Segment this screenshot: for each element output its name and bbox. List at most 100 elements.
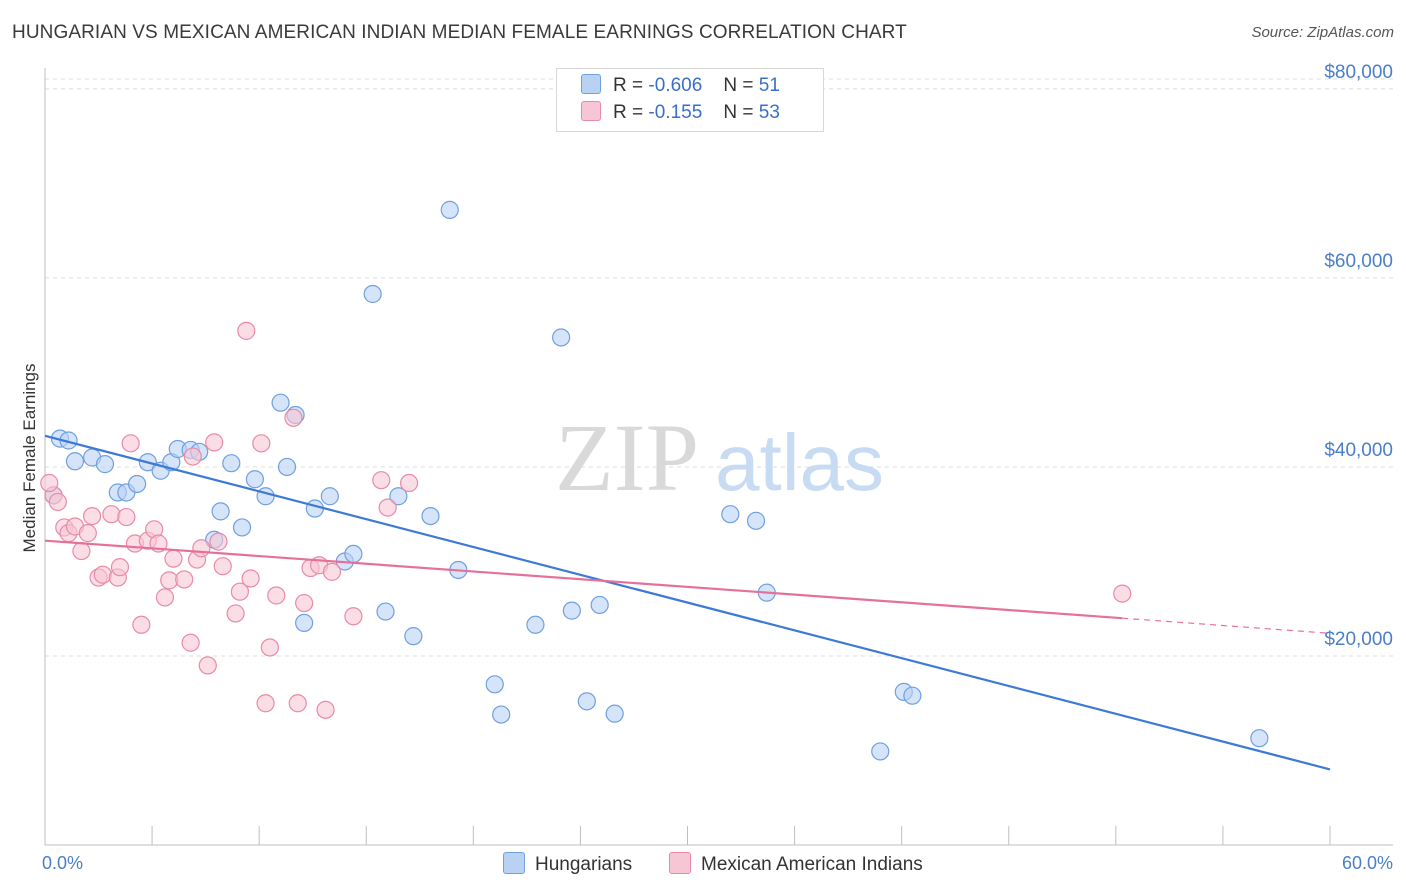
bottom-legend-swatch xyxy=(503,852,525,874)
legend-swatch-hungarians xyxy=(581,74,601,94)
data-point xyxy=(1250,729,1269,748)
data-point xyxy=(344,607,363,626)
legend-r-value: -0.155 xyxy=(648,102,703,123)
data-point xyxy=(241,569,260,588)
data-point xyxy=(590,595,609,615)
data-point xyxy=(399,473,419,493)
axes xyxy=(44,68,1393,846)
legend-r-label: R = xyxy=(613,102,644,123)
watermark: ZIP atlas xyxy=(555,404,884,511)
data-point xyxy=(1113,584,1132,603)
data-point xyxy=(378,498,397,517)
data-point xyxy=(181,633,200,652)
data-points xyxy=(40,200,1269,761)
legend-n-label: N = xyxy=(723,75,754,96)
data-point xyxy=(232,518,252,537)
data-point xyxy=(72,541,91,561)
data-point xyxy=(271,393,290,412)
data-point xyxy=(322,562,342,581)
data-point xyxy=(320,487,339,506)
data-point xyxy=(267,586,286,605)
data-point xyxy=(277,457,297,477)
data-point xyxy=(83,506,102,526)
data-point xyxy=(192,539,211,558)
data-point xyxy=(226,604,245,623)
data-point xyxy=(316,700,335,719)
y-tick-labels: $20,000 $40,000 $60,000 $80,000 xyxy=(1324,62,1393,650)
legend-n-value: 53 xyxy=(758,102,780,123)
data-point xyxy=(577,692,596,711)
data-point xyxy=(198,656,217,675)
y-tick-label: $60,000 xyxy=(1324,251,1393,272)
y-tick-label: $80,000 xyxy=(1324,62,1393,83)
data-point xyxy=(237,321,256,340)
bottom-legend-label: Mexican American Indians xyxy=(701,854,923,875)
data-point xyxy=(552,328,571,347)
data-point xyxy=(230,582,249,601)
legend-row-mexican-american-indians: R = -0.155 N = 53 xyxy=(581,101,780,127)
data-point xyxy=(245,470,264,489)
data-point xyxy=(363,284,382,304)
data-point xyxy=(121,434,140,453)
legend-r-label: R = xyxy=(613,75,644,96)
data-point xyxy=(132,615,151,634)
data-point xyxy=(492,705,511,724)
bottom-legend-mexican-american-indians: Mexican American Indians xyxy=(669,852,923,876)
y-tick-label: $40,000 xyxy=(1324,440,1393,461)
data-point xyxy=(256,694,275,713)
data-point xyxy=(127,474,147,494)
x-tick-label: 0.0% xyxy=(42,853,83,873)
trend-line xyxy=(44,434,1331,771)
data-point xyxy=(485,675,504,694)
data-point xyxy=(110,558,130,577)
data-point xyxy=(213,557,232,576)
data-point xyxy=(344,544,363,564)
legend-row-hungarians: R = -0.606 N = 51 xyxy=(581,74,780,100)
data-point xyxy=(526,615,545,634)
data-point xyxy=(205,433,224,452)
chart-title: HUNGARIAN VS MEXICAN AMERICAN INDIAN MED… xyxy=(12,22,907,43)
trend-lines xyxy=(44,434,1331,771)
data-point xyxy=(871,742,890,761)
data-point xyxy=(252,434,271,453)
data-point xyxy=(404,627,423,646)
data-point xyxy=(175,570,194,589)
watermark-atlas: atlas xyxy=(715,418,884,507)
data-point xyxy=(209,532,228,551)
trend-line-extension xyxy=(1122,617,1331,634)
data-point xyxy=(48,492,67,512)
data-point xyxy=(288,694,307,713)
x-tick-labels: 0.0% 60.0% xyxy=(42,853,1393,873)
watermark-zip: ZIP xyxy=(555,404,699,511)
bottom-legend-hungarians: Hungarians xyxy=(503,852,632,876)
data-point xyxy=(222,454,241,473)
data-point xyxy=(164,549,183,568)
legend-n-label: N = xyxy=(723,102,754,123)
data-point xyxy=(562,601,581,620)
y-tick-label: $20,000 xyxy=(1324,629,1393,650)
data-point xyxy=(376,602,395,621)
data-point xyxy=(421,506,440,526)
data-point xyxy=(65,452,85,471)
data-point xyxy=(211,502,230,521)
data-point xyxy=(78,524,97,543)
legend-n-value: 51 xyxy=(758,75,780,96)
data-point xyxy=(721,505,740,524)
data-point xyxy=(155,588,175,607)
data-point xyxy=(93,565,112,584)
data-point xyxy=(295,613,314,632)
data-point xyxy=(95,455,115,474)
data-point xyxy=(40,473,59,493)
legend: R = -0.606 N = 51 R = -0.155 N = 53 xyxy=(556,68,824,132)
bottom-legend-label: Hungarians xyxy=(535,854,633,875)
source-label: Source: ZipAtlas.com xyxy=(1251,24,1394,41)
data-point xyxy=(102,505,121,524)
legend-swatch-mexican-american-indians xyxy=(581,101,601,121)
data-point xyxy=(440,200,459,219)
data-point xyxy=(746,511,766,530)
data-point xyxy=(260,638,279,657)
data-point xyxy=(903,686,922,705)
trend-line xyxy=(44,539,1123,620)
data-point xyxy=(372,471,391,490)
